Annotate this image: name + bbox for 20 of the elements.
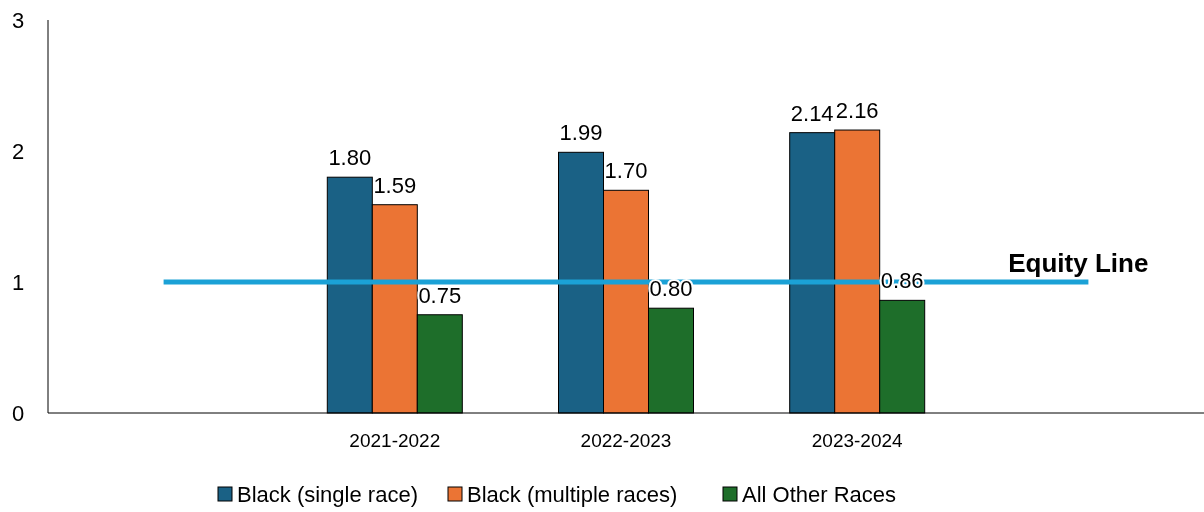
data-label: 0.80 xyxy=(649,276,693,302)
data-label: 0.75 xyxy=(418,282,462,308)
legend-label: All Other Races xyxy=(742,481,897,507)
y-tick-label: 0 xyxy=(11,400,25,426)
y-tick-label: 3 xyxy=(11,7,25,33)
y-tick-label: 2 xyxy=(11,138,25,164)
x-tick-label: 2023-2024 xyxy=(811,430,904,451)
series-label: Equity Line xyxy=(1008,248,1149,278)
data-label: 1.70 xyxy=(604,158,648,184)
legend-label: Black (multiple races) xyxy=(467,481,678,507)
legend-label: Black (single race) xyxy=(237,481,418,507)
x-tick-label: 2021-2022 xyxy=(349,430,441,451)
data-label: 1.99 xyxy=(559,120,603,146)
data-label: 1.80 xyxy=(328,145,372,171)
data-label: 0.86 xyxy=(880,268,924,294)
data-label: 2.14 xyxy=(790,100,834,126)
data-label: 1.59 xyxy=(373,172,417,198)
data-label: 2.16 xyxy=(835,98,879,124)
y-tick-label: 1 xyxy=(11,269,25,295)
x-tick-label: 2022-2023 xyxy=(580,430,672,451)
